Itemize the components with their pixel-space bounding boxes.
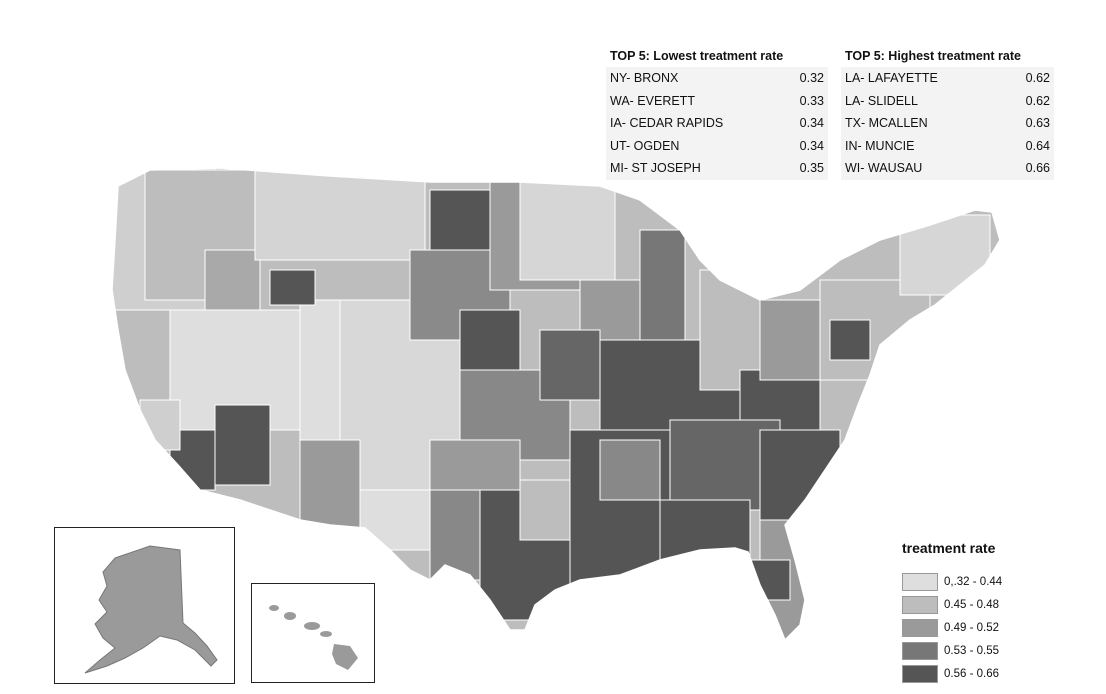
row-name: LA- LAFAYETTE — [845, 71, 938, 85]
row-name: IN- MUNCIE — [845, 138, 915, 153]
row-name: UT- OGDEN — [610, 138, 680, 153]
us-outline — [111, 167, 1001, 642]
legend-swatch — [902, 572, 938, 591]
legend-title: treatment rate — [902, 540, 996, 556]
row-name: TX- MCALLEN — [845, 116, 928, 130]
legend-swatch — [902, 595, 938, 614]
legend-item: 0,.32 - 0.44 — [902, 570, 1062, 593]
table-row: MI- ST JOSEPH 0.35 — [606, 157, 828, 180]
lowest-table-title: TOP 5: Lowest treatment rate — [606, 42, 828, 67]
table-row: LA- SLIDELL 0.62 — [841, 90, 1054, 113]
row-value: 0.62 — [1025, 71, 1050, 85]
table-row: UT- OGDEN 0.34 — [606, 135, 828, 158]
legend-label: 0.45 - 0.48 — [944, 598, 999, 611]
row-value: 0.32 — [799, 71, 824, 85]
legend: treatment rate 0,.32 - 0.44 0.45 - 0.48 … — [902, 540, 1062, 685]
row-name: NY- BRONX — [610, 71, 679, 85]
row-name: WI- WAUSAU — [845, 161, 923, 175]
table-row: IA- CEDAR RAPIDS 0.34 — [606, 112, 828, 135]
legend-item: 0.53 - 0.55 — [902, 639, 1062, 662]
row-name: IA- CEDAR RAPIDS — [610, 116, 724, 130]
row-value: 0.33 — [799, 93, 824, 108]
row-name: WA- EVERETT — [610, 93, 695, 108]
lowest-rate-table: TOP 5: Lowest treatment rate NY- BRONX 0.… — [606, 42, 828, 180]
table-row: LA- LAFAYETTE 0.62 — [841, 67, 1054, 90]
legend-item: 0.56 - 0.66 — [902, 662, 1062, 685]
table-row: NY- BRONX 0.32 — [606, 67, 828, 90]
table-row: WI- WAUSAU 0.66 — [841, 157, 1054, 180]
row-value: 0.66 — [1025, 161, 1050, 175]
legend-label: 0.49 - 0.52 — [944, 621, 999, 634]
row-name: MI- ST JOSEPH — [610, 161, 701, 175]
legend-swatch — [902, 641, 938, 660]
row-value: 0.63 — [1025, 116, 1050, 130]
row-value: 0.62 — [1025, 93, 1050, 108]
row-value: 0.35 — [799, 161, 824, 175]
row-value: 0.64 — [1025, 138, 1050, 153]
hawaii-shape — [269, 605, 358, 670]
row-value: 0.34 — [799, 138, 824, 153]
alaska-inset — [54, 527, 235, 684]
legend-item: 0.49 - 0.52 — [902, 616, 1062, 639]
legend-label: 0.56 - 0.66 — [944, 667, 999, 680]
alaska-shape — [84, 545, 218, 674]
table-row: IN- MUNCIE 0.64 — [841, 135, 1054, 158]
hawaii-inset — [251, 583, 375, 683]
row-value: 0.34 — [799, 116, 824, 130]
legend-label: 0,.32 - 0.44 — [944, 575, 1003, 588]
legend-item: 0.45 - 0.48 — [902, 593, 1062, 616]
highest-rate-table: TOP 5: Highest treatment rate LA- LAFAYE… — [841, 42, 1054, 180]
region-tiles — [112, 168, 1000, 640]
legend-swatch — [902, 664, 938, 683]
highest-table-title: TOP 5: Highest treatment rate — [841, 42, 1054, 67]
table-row: TX- MCALLEN 0.63 — [841, 112, 1054, 135]
table-row: WA- EVERETT 0.33 — [606, 90, 828, 113]
row-name: LA- SLIDELL — [845, 93, 918, 108]
legend-swatch — [902, 618, 938, 637]
legend-label: 0.53 - 0.55 — [944, 644, 999, 657]
